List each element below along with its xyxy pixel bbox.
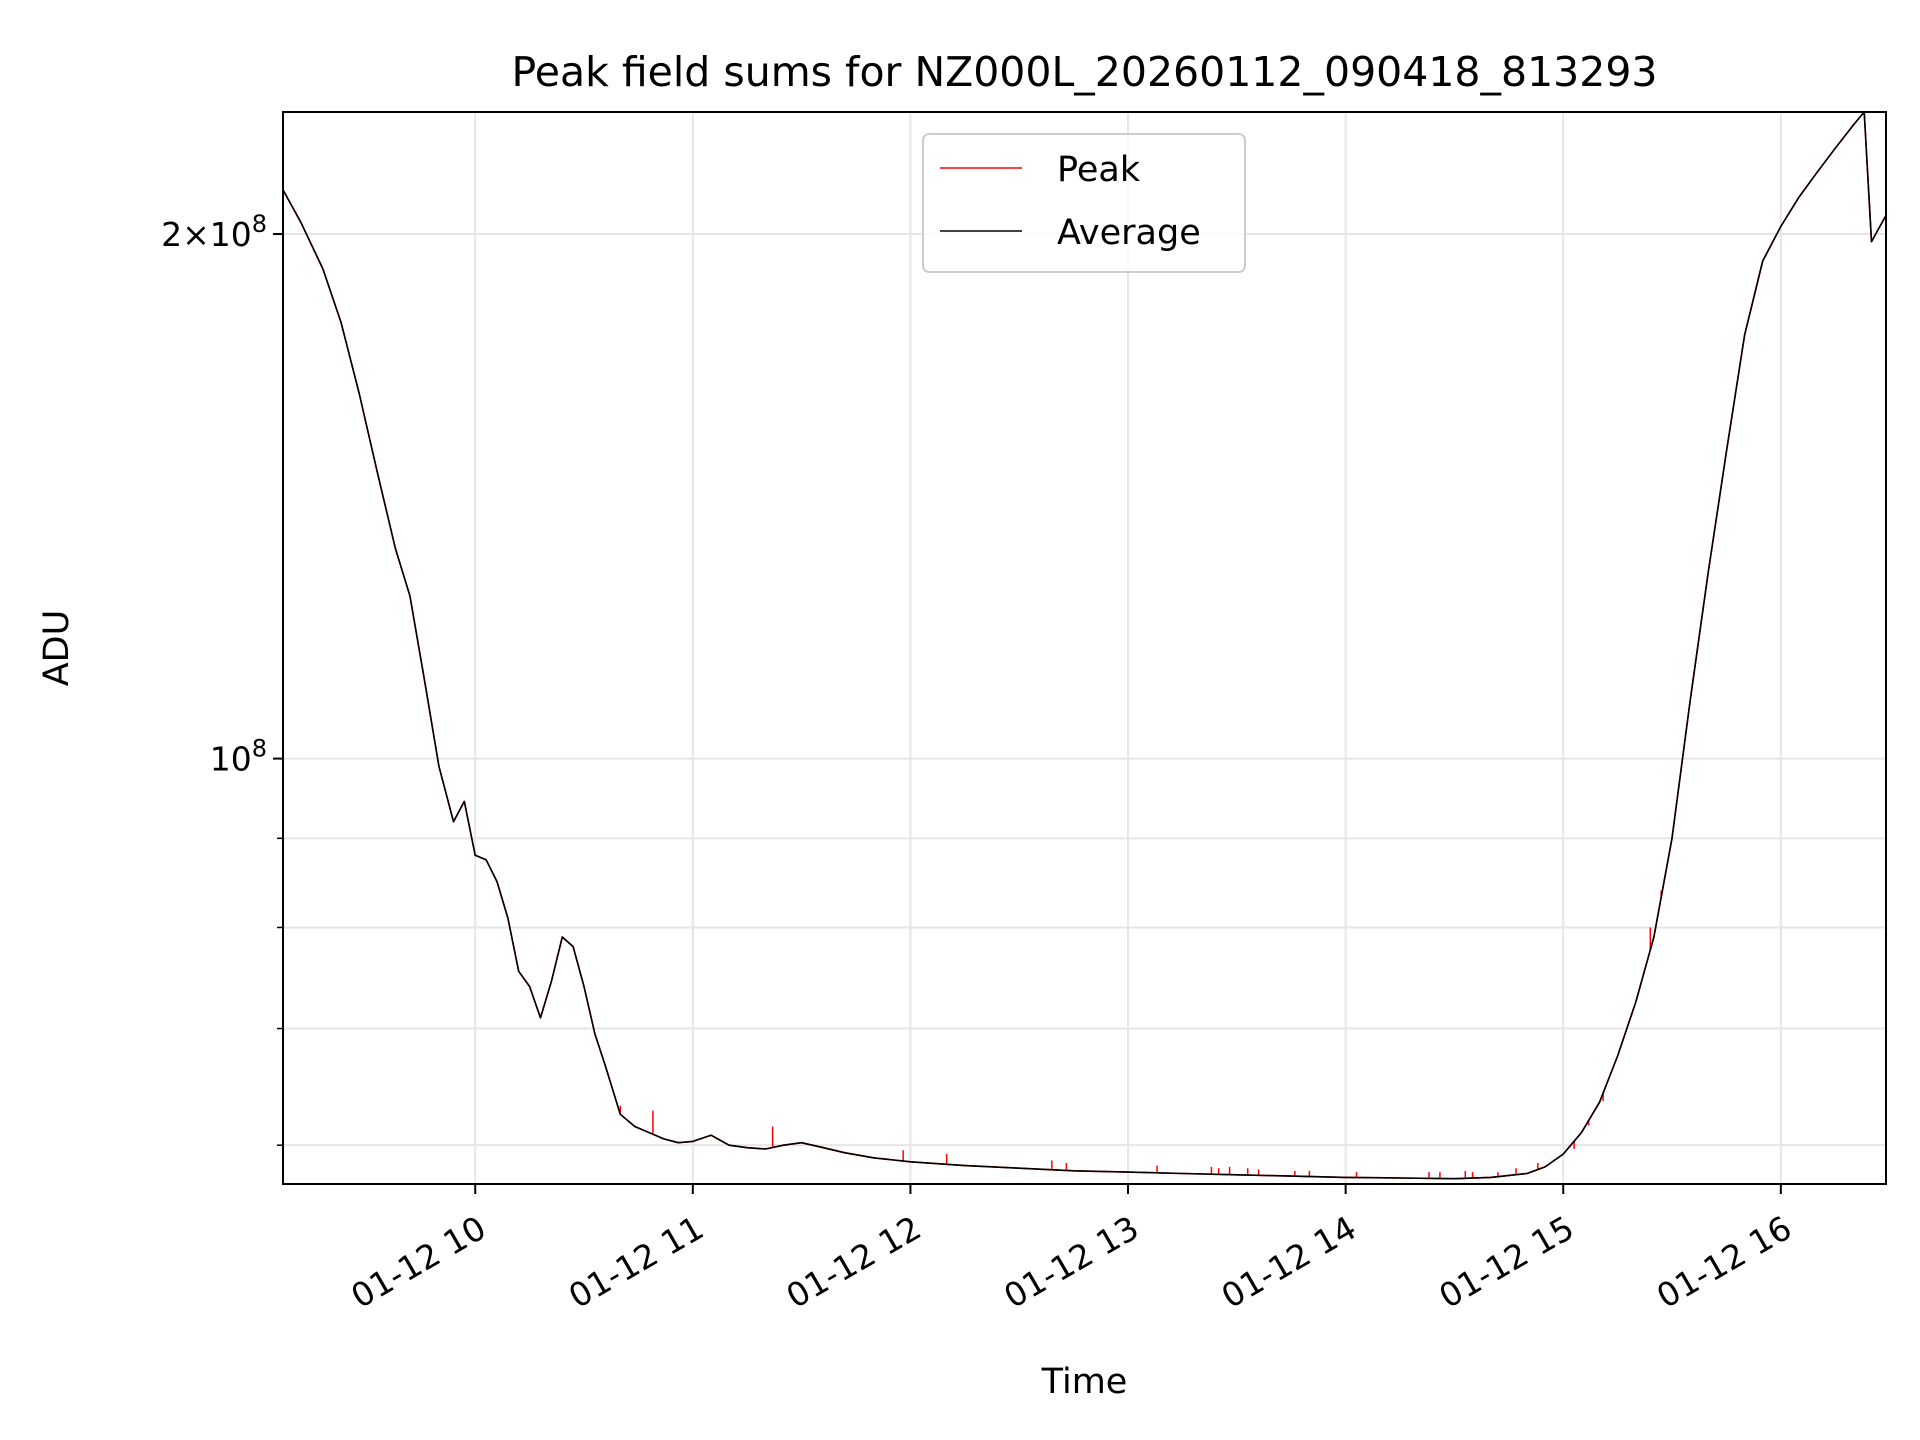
axes-frame [282, 111, 1887, 1185]
y-tick-label-exponent: 8 [252, 735, 267, 763]
y-tick-label: 108 [210, 735, 267, 779]
y-tick-label-exponent: 8 [252, 210, 267, 238]
x-axis-label: Time [1041, 1362, 1128, 1402]
plot-area [282, 111, 1887, 1180]
y-axis-label: ADU [37, 610, 77, 687]
chart-title: Peak field sums for NZ000L_20260112_0904… [511, 48, 1657, 96]
y-tick-label: 2×108 [161, 210, 267, 254]
series-line-average [282, 111, 1887, 1180]
legend-label-average: Average [1057, 213, 1201, 253]
legend-label-peak: Peak [1057, 150, 1141, 190]
y-tick-label-base: 2×10 [161, 215, 252, 254]
legend: Peak Average [922, 133, 1246, 273]
y-tick-label-base: 10 [210, 740, 252, 779]
grid-lines [283, 112, 1886, 1184]
